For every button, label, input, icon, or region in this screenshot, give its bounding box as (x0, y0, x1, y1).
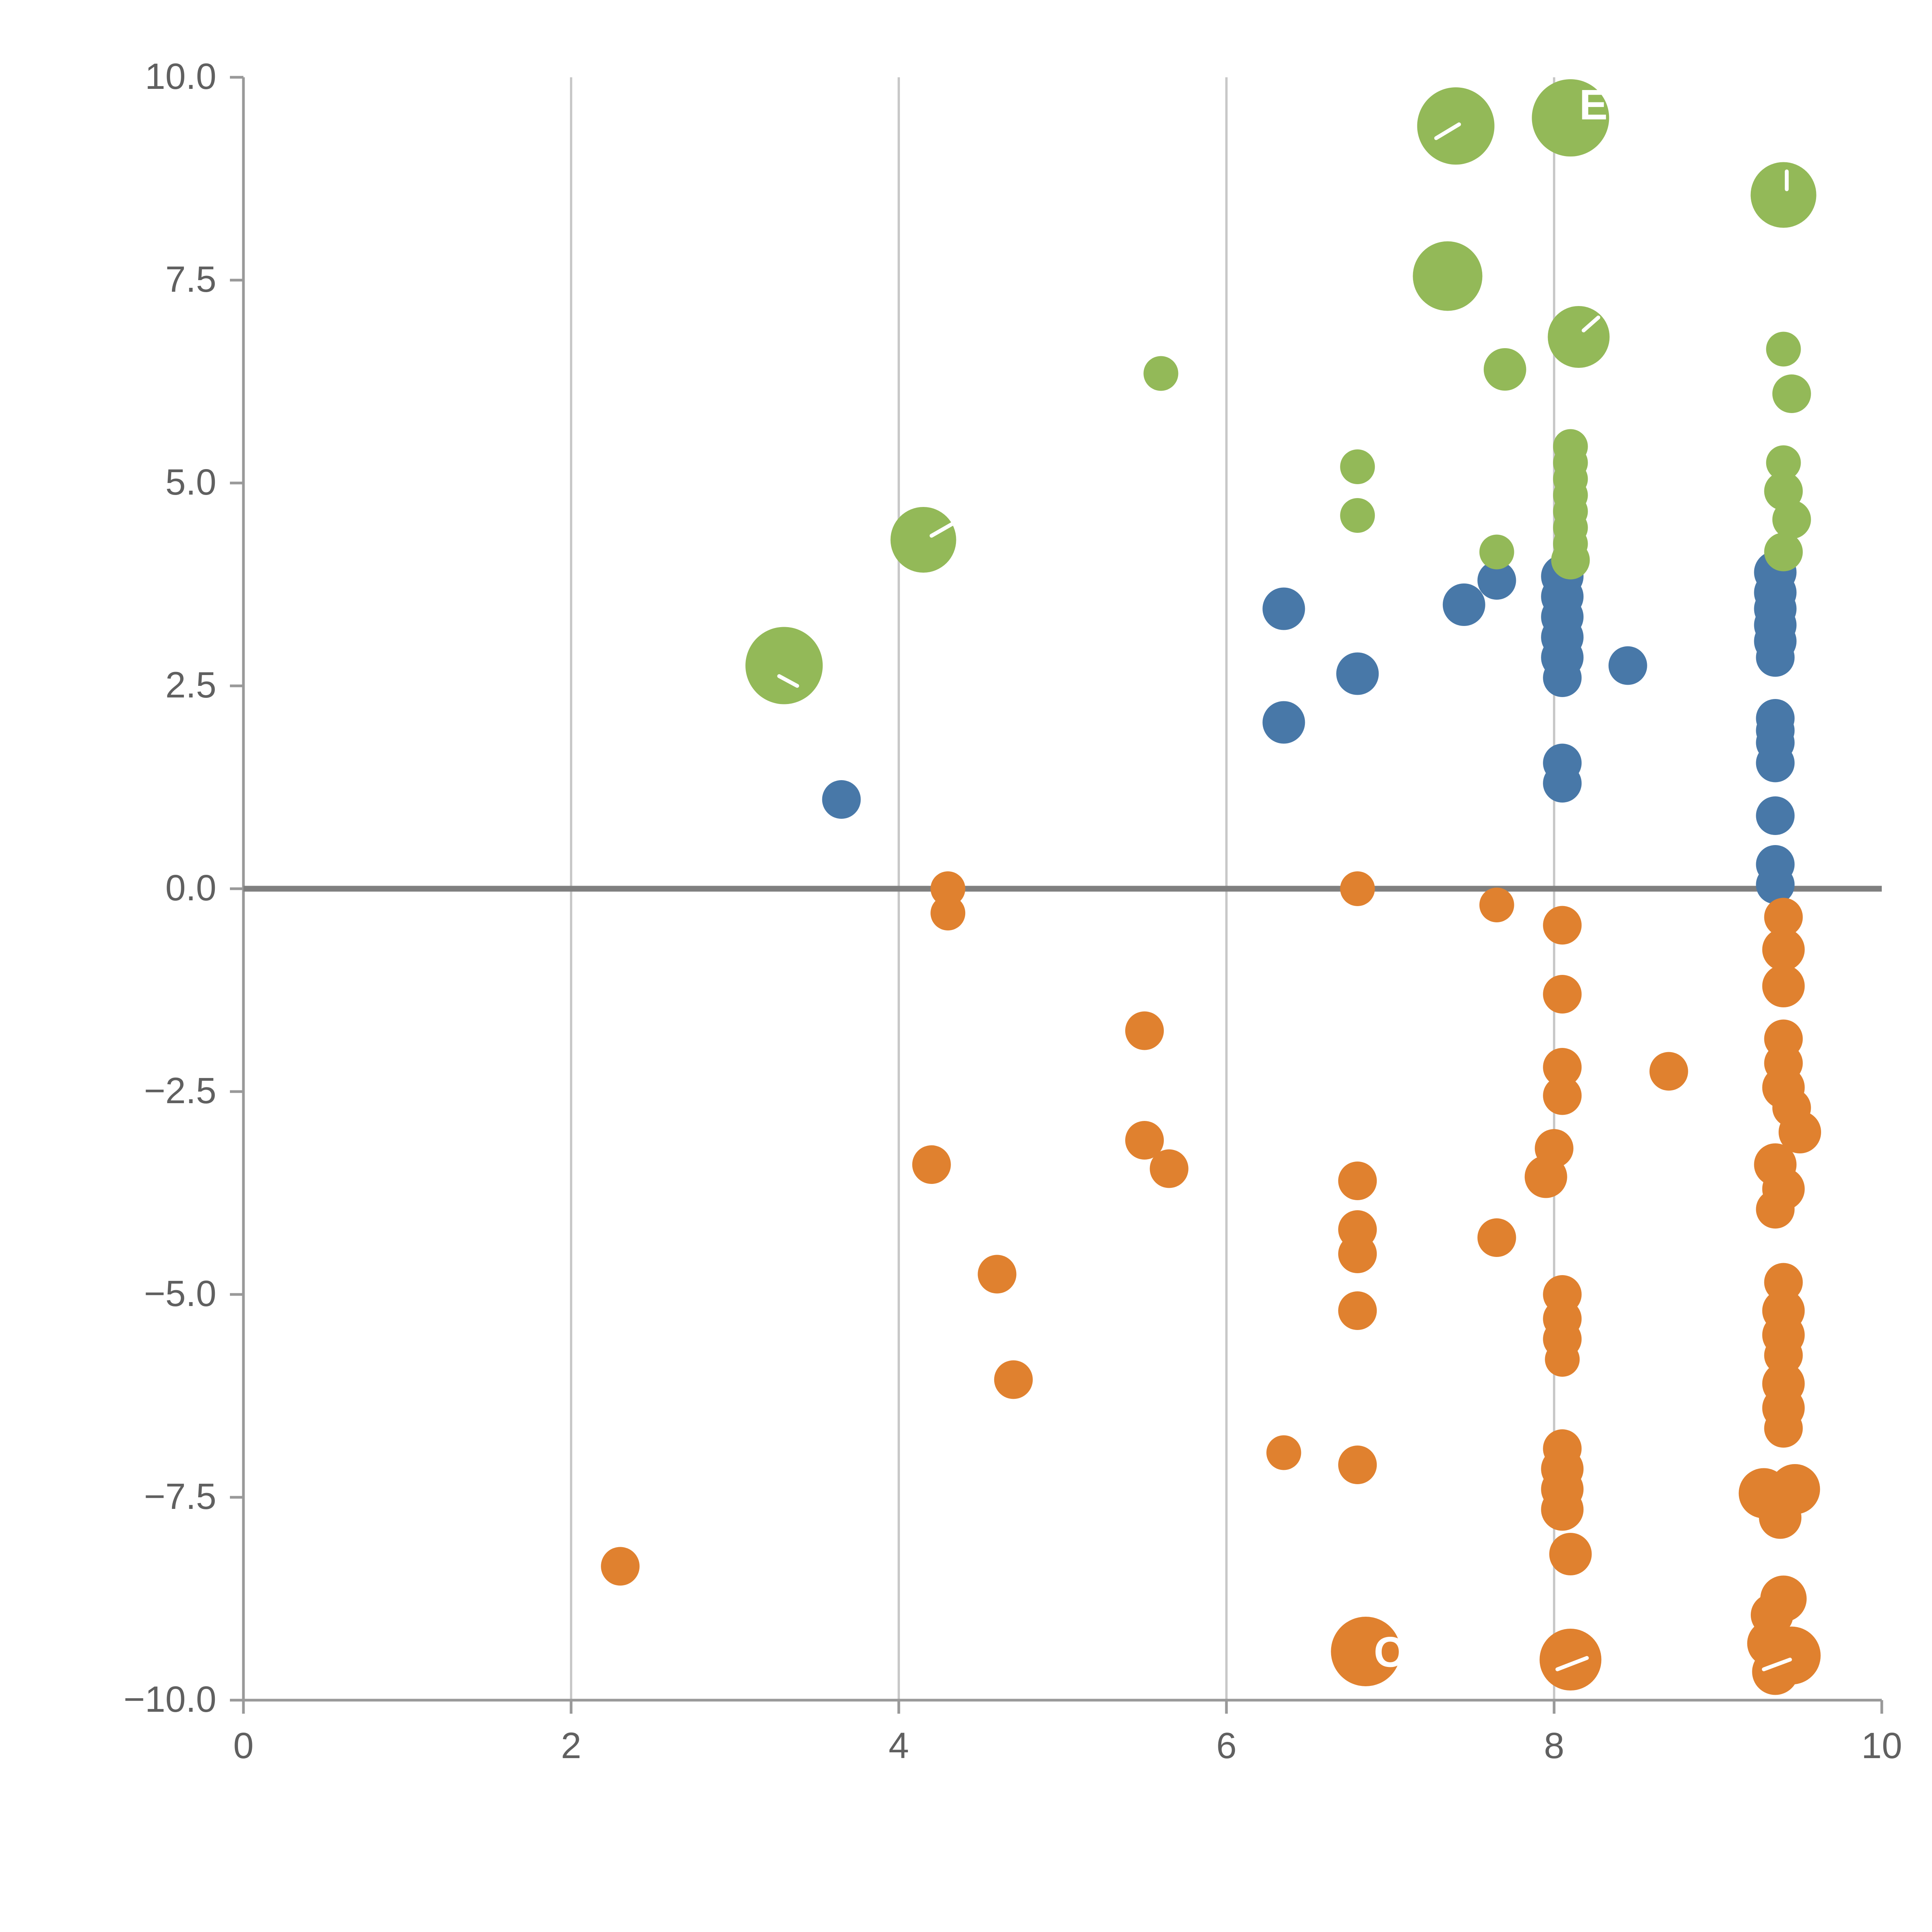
y-tick-label: 2.5 (165, 665, 216, 706)
data-point (1543, 1048, 1582, 1087)
data-point (1756, 743, 1795, 782)
x-tick-label: 2 (561, 1725, 582, 1766)
x-tick-label: 10 (1861, 1725, 1902, 1766)
y-tick-label: 5.0 (165, 462, 216, 503)
data-point (1338, 1291, 1377, 1330)
y-tick-label: −2.5 (144, 1070, 216, 1111)
data-point (1532, 79, 1609, 156)
y-tick-label: −7.5 (144, 1476, 216, 1517)
data-point (1756, 1190, 1795, 1229)
bubble-highlight-line (777, 674, 799, 688)
bubble-annotation-text: O (1374, 1629, 1407, 1676)
data-point (1543, 764, 1582, 803)
data-point (1551, 541, 1590, 580)
y-tick-label: 0.0 (165, 867, 216, 908)
y-tick-label: 10.0 (145, 56, 216, 97)
data-point (1543, 1076, 1582, 1115)
x-tick-label: 0 (233, 1725, 254, 1766)
data-point (1338, 1235, 1377, 1273)
bubble-highlight-line (1582, 315, 1600, 333)
data-point (1762, 928, 1805, 971)
data-point (1479, 888, 1514, 922)
data-point (1539, 1629, 1602, 1690)
data-point (1477, 561, 1516, 600)
data-point (1125, 1011, 1164, 1050)
data-point (1331, 1617, 1401, 1686)
data-point (1483, 348, 1526, 391)
data-point (1338, 1446, 1377, 1484)
data-point (1756, 796, 1795, 835)
data-point (978, 1255, 1017, 1294)
data-point (1764, 898, 1803, 937)
data-point (912, 1145, 951, 1184)
data-point (1541, 1488, 1584, 1531)
data-point (1608, 646, 1647, 685)
data-point (1549, 1533, 1592, 1575)
y-tick-label: −10.0 (124, 1679, 216, 1720)
bubble-annotation-text: E (1579, 81, 1607, 129)
data-point (1545, 1342, 1580, 1377)
data-point (1766, 445, 1801, 480)
data-point (1262, 587, 1305, 630)
data-point (1338, 1162, 1377, 1200)
data-point (1143, 356, 1179, 391)
data-point (930, 896, 966, 930)
x-tick-label: 8 (1544, 1725, 1565, 1766)
data-point (1772, 374, 1811, 413)
data-point (822, 780, 861, 819)
data-point (745, 627, 823, 704)
data-point (1752, 1648, 1799, 1695)
annotations: EO (777, 81, 1792, 1676)
data-point (1150, 1149, 1189, 1188)
bubble-highlight-line (929, 522, 955, 538)
data-points (601, 79, 1821, 1695)
bubble-highlight-line (1555, 1656, 1589, 1672)
y-tick-label: 7.5 (165, 259, 216, 300)
data-point (1413, 241, 1483, 311)
data-point (1477, 1218, 1516, 1257)
data-point (1756, 865, 1795, 904)
y-tick-label: −5.0 (144, 1273, 216, 1314)
data-point (1266, 1435, 1301, 1470)
data-point (1340, 871, 1375, 906)
data-point (1336, 652, 1379, 695)
data-point (890, 507, 956, 573)
data-point (1125, 1121, 1164, 1160)
series-orange (601, 871, 1821, 1695)
data-point (1766, 332, 1801, 367)
data-point (1543, 906, 1582, 945)
bubble-highlight-line (1762, 1658, 1792, 1672)
data-point (1543, 658, 1582, 697)
data-point (1762, 965, 1805, 1007)
bubble-highlight-line (1434, 122, 1461, 140)
x-tick-label: 6 (1216, 1725, 1237, 1766)
data-point (1759, 1496, 1802, 1539)
data-point (1764, 532, 1803, 571)
data-point (1756, 638, 1795, 677)
x-tick-label: 4 (889, 1725, 909, 1766)
data-point (1479, 534, 1514, 570)
data-point (1764, 1409, 1803, 1448)
data-point (930, 871, 966, 906)
data-point (1772, 500, 1811, 539)
data-point (1340, 449, 1375, 484)
data-point (994, 1360, 1033, 1399)
data-point (1442, 583, 1485, 626)
data-point (1548, 306, 1610, 368)
data-point (1524, 1155, 1567, 1198)
data-point (1543, 975, 1582, 1014)
data-point (601, 1547, 640, 1586)
data-point (1779, 1111, 1821, 1153)
data-point (1649, 1052, 1688, 1091)
tick-labels: 0 2 4 6 8 10 −10.0 −7.5 −5.0 −2.5 0.0 2.5 5.0 7.5 10.0 (124, 56, 1902, 1766)
data-point (1750, 162, 1816, 228)
data-point (1340, 498, 1375, 533)
series-blue (822, 551, 1797, 904)
data-point (1262, 701, 1305, 744)
